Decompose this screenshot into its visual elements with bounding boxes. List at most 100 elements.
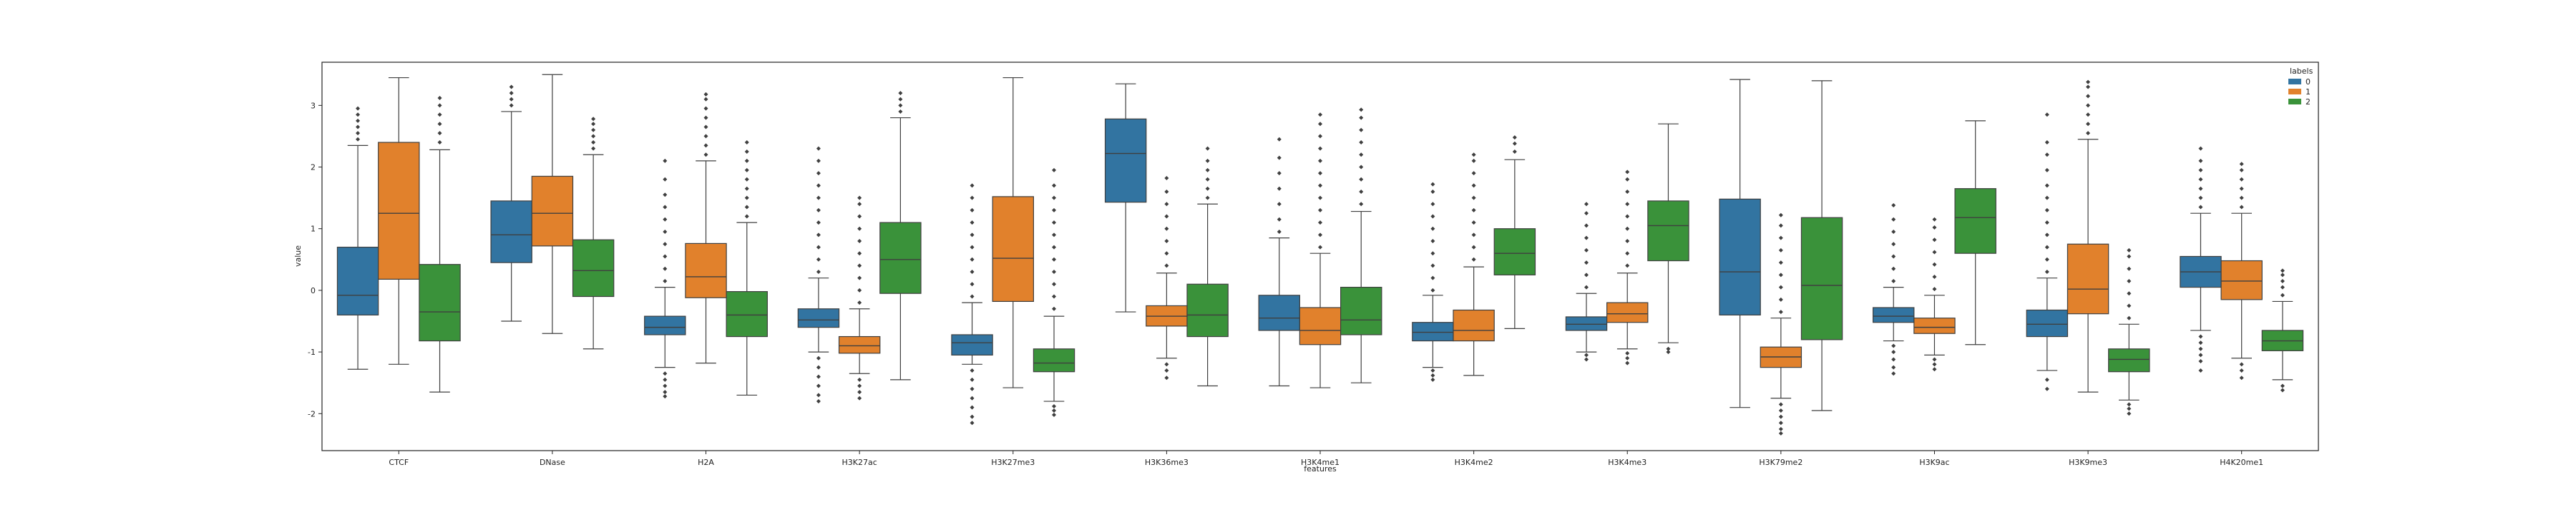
box-1-CTCF [378,77,420,365]
outlier-point [1164,376,1169,381]
outlier-point [2127,402,2132,407]
outlier-point [2198,346,2203,351]
outlier-point [970,183,975,188]
outlier-point [970,294,975,299]
box-1-H3K4me2 [1453,152,1495,376]
box-iqr [1606,302,1649,323]
outlier-point [2127,266,2132,271]
outlier-point [1625,350,1630,355]
box-0-DNase [490,84,532,322]
outlier-point [1164,263,1169,268]
outlier-point [1891,202,1896,207]
outlier-point [1584,357,1589,362]
outlier-point [2239,362,2244,367]
outlier-point [2239,162,2244,167]
x-tick-label: H3K79me2 [1759,458,1802,467]
outlier-point [1778,421,1783,426]
box-iqr [419,264,461,342]
outlier-point [1318,183,1322,188]
legend-swatch-0 [2288,79,2301,84]
outlier-point [437,112,442,117]
outlier-point [591,117,596,122]
outlier-point [1164,362,1169,367]
box-0-H2A [644,158,686,399]
outlier-point [663,377,668,382]
outlier-point [1625,170,1630,175]
outlier-point [1052,195,1056,200]
outlier-point [1318,195,1322,200]
outlier-point [816,232,821,237]
box-iqr [2026,309,2069,338]
outlier-point [2127,315,2132,320]
box-0-H3K27me3 [951,183,993,426]
outlier-point [744,186,749,191]
outlier-point [591,140,596,145]
outlier-point [1512,149,1517,154]
outlier-point [816,393,821,398]
outlier-point [1359,115,1364,120]
box-iqr [1719,198,1761,315]
outlier-point [816,257,821,262]
outlier-point [1164,226,1169,231]
outlier-point [663,205,668,210]
outlier-point [816,183,821,188]
outlier-point [591,134,596,139]
box-0-H3K36me3 [1104,83,1147,313]
outlier-point [1512,141,1517,146]
box-0-H3K4me1 [1258,137,1300,387]
x-tick-label: H3K27ac [842,458,877,467]
outlier-point [2044,195,2049,200]
outlier-point [1052,183,1056,188]
outlier-point [356,118,361,123]
legend-swatch-2 [2288,99,2301,104]
outlier-point [1932,367,1937,372]
y-tick-label: 2 [311,163,316,172]
box-iqr [1104,118,1147,203]
outlier-point [2239,186,2244,191]
outlier-point [1430,182,1435,187]
outlier-point [1891,371,1896,376]
outlier-point [970,368,975,373]
box-0-H3K9me3 [2026,112,2069,391]
box-iqr [992,196,1034,303]
box-1-H3K36me3 [1146,176,1188,381]
outlier-point [591,127,596,132]
box-iqr [1186,283,1229,338]
outlier-point [1584,211,1589,216]
outlier-point [1471,220,1476,225]
box-2-DNase [572,117,615,350]
box-2-H3K4me1 [1340,107,1382,383]
outlier-point [970,396,975,401]
box-2-H3K79me2 [1800,80,1843,411]
outlier-point [663,266,668,271]
outlier-point [1052,413,1056,418]
outlier-point [2239,167,2244,172]
outlier-point [663,158,668,163]
outlier-point [1052,220,1056,225]
outlier-point [2086,84,2091,89]
x-axis-label: features [1304,464,1337,474]
outlier-point [2044,257,2049,262]
outlier-point [1052,306,1056,311]
outlier-point [1666,350,1671,355]
outlier-point [1277,230,1282,235]
outlier-point [1891,350,1896,355]
y-tick-label: 0 [311,286,316,295]
outlier-point [1359,140,1364,145]
box-iqr [797,308,840,328]
outlier-point [970,405,975,410]
outlier-point [1052,282,1056,287]
outlier-point [437,140,442,145]
outlier-point [1778,297,1783,302]
x-tick-label: CTCF [389,458,409,467]
outlier-point [970,232,975,237]
outlier-point [816,383,821,388]
outlier-point [1318,134,1322,139]
outlier-point [2127,411,2132,416]
outlier-point [1471,183,1476,188]
outlier-point [1359,165,1364,170]
box-2-H3K36me3 [1186,146,1229,387]
x-tick-label: H3K9ac [1919,458,1949,467]
outlier-point [1471,152,1476,157]
box-iqr [1033,348,1075,373]
